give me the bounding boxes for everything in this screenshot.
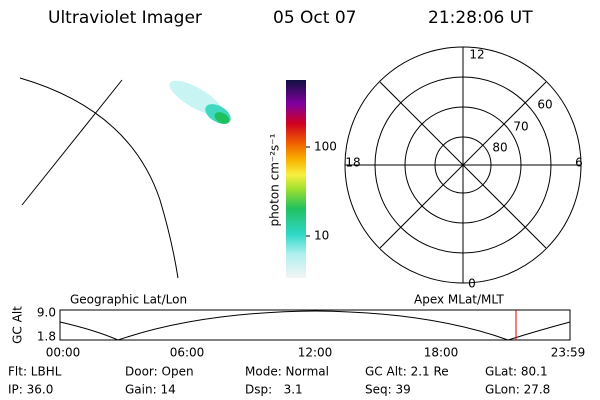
title: Ultraviolet Imager: [48, 8, 202, 28]
orbit-x-tick: 23:59: [551, 346, 586, 360]
footer-field: Mode: Normal: [245, 365, 329, 379]
footer-field: IP: 36.0: [8, 383, 53, 397]
footer-field: Dsp: 3.1: [245, 383, 303, 397]
polar-label: 0: [468, 277, 476, 291]
polar-grid: [344, 46, 582, 284]
orbit-y-tick: 1.8: [37, 330, 56, 344]
footer: Flt: LBHL Door: Open Mode: Normal GC Alt: 2…: [8, 365, 550, 397]
orbit-x-tick: 18:00: [424, 346, 459, 360]
footer-field: Gain: 14: [125, 383, 176, 397]
orbit-y-label: GC Alt: [11, 306, 25, 344]
footer-field: Seq: 39: [365, 383, 411, 397]
time: 21:28:06 UT: [428, 8, 533, 28]
colorbar: [286, 80, 306, 278]
footer-field: GC Alt: 2.1 Re: [365, 365, 449, 379]
ring-label: 70: [513, 120, 528, 134]
date: 05 Oct 07: [273, 8, 356, 28]
ring-label: 80: [492, 141, 507, 155]
orbit-x-tick: 12:00: [298, 346, 333, 360]
orbit-plot: [59, 309, 571, 341]
orbit-title: Apex MLat/MLT: [414, 293, 504, 307]
orbit-y-tick: 9.0: [37, 306, 56, 320]
colorbar-tick: 100: [314, 140, 337, 154]
footer-field: GLon: 27.8: [485, 383, 550, 397]
orbit-curve: [59, 310, 571, 341]
polar-label: 18: [345, 156, 360, 170]
footer-field: Door: Open: [125, 365, 194, 379]
colorbar-tick: 10: [314, 229, 329, 243]
map: [19, 77, 231, 279]
polar-label: 12: [469, 48, 484, 62]
orbit-x-tick: 06:00: [170, 346, 205, 360]
orbit-title: Geographic Lat/Lon: [70, 293, 187, 307]
ring-label: 60: [537, 98, 552, 112]
orbit-x-tick: 00:00: [46, 346, 81, 360]
footer-field: Flt: LBHL: [8, 365, 62, 379]
footer-field: GLat: 80.1: [485, 365, 548, 379]
polar-label: 6: [575, 156, 583, 170]
colorbar-label: photon cm⁻²s⁻¹: [268, 133, 282, 226]
